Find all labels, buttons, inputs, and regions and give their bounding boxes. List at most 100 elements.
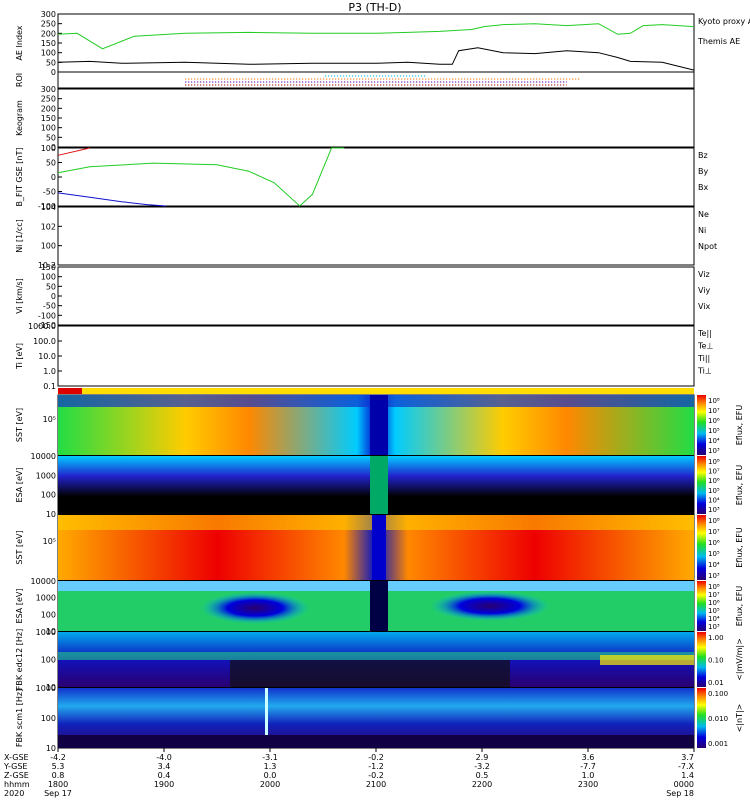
fbk-edc12-spectrogram: [58, 632, 694, 687]
colorbar-tick-label: 10⁵: [708, 487, 720, 495]
colorbar-tick-label: 10⁴: [708, 615, 720, 623]
x-tick-label: 0.4: [158, 771, 171, 780]
legend-label: Viz: [698, 270, 710, 279]
legend-label: Npot: [698, 242, 717, 251]
panel-2: ROI: [15, 71, 695, 89]
mode-bar: [58, 388, 694, 394]
legend-label: Ti⊥: [697, 367, 712, 376]
y-tick-label: 150: [41, 114, 56, 123]
y-axis-label: FBK scm1 [Hz]: [15, 689, 24, 747]
y-tick-label: 10: [46, 627, 56, 636]
y-tick-label: 1000: [36, 471, 56, 480]
y-tick-label: 1000: [36, 628, 56, 637]
colorbar-esa-ion: [697, 581, 706, 631]
colorbar-tick-label: 10⁴: [708, 496, 720, 504]
x-tick-label: 2.9: [476, 753, 489, 762]
y-tick-label: 104: [41, 203, 56, 212]
colorbar-label: Eflux, EFU: [735, 586, 744, 627]
esa-electron-spectrogram: [58, 456, 694, 514]
mode-bar-red: [58, 388, 82, 394]
legend-label: Ne: [698, 210, 709, 219]
panel-frame: [57, 325, 695, 387]
y-tick-label: 0.1: [43, 382, 56, 391]
y-tick-label: -50: [43, 302, 56, 311]
legend-label: Vix: [698, 302, 711, 311]
legend-label: Ti||: [697, 354, 710, 363]
panel-frame: [57, 266, 695, 326]
colorbar-tick-label: 10⁷: [708, 528, 720, 536]
y-tick-label: 100: [41, 124, 56, 133]
y-tick-label: 100: [41, 491, 56, 500]
y-tick-label: 100.0: [33, 337, 56, 346]
x-tick-label: 0.5: [476, 771, 489, 780]
colorbar-tick-label: 10⁵: [708, 427, 720, 435]
y-axis-label: ESA [eV]: [15, 589, 24, 624]
colorbar-tick-label: 10⁶: [708, 599, 720, 607]
y-tick-label: 0: [51, 292, 56, 301]
colorbar-esa-electron: [697, 456, 706, 514]
y-axis-label: ROI: [15, 73, 24, 87]
legend-label: By: [698, 167, 708, 176]
x-tick-label: 1.3: [264, 762, 277, 771]
colorbar-fbk-edc12: [697, 632, 706, 687]
y-tick-label: 100: [41, 610, 56, 619]
colorbar-tick-label: 0.010: [708, 715, 728, 723]
y-tick-label: 300: [41, 85, 56, 94]
legend-label: Themis AE: [697, 37, 740, 46]
y-tick-label: 50: [46, 282, 56, 291]
x-tick-label: 3.6: [582, 753, 595, 762]
y-tick-label: 1000.0: [28, 322, 56, 331]
y-axis-label: Vi [km/s]: [15, 278, 24, 314]
x-tick-label: -0.2: [368, 753, 384, 762]
x-tick-label: 2100: [366, 780, 386, 789]
x-tick-label: -0.2: [368, 771, 384, 780]
colorbar-label: Eflux, EFU: [735, 405, 744, 446]
legend-label: Ni: [698, 226, 706, 235]
y-tick-label: 100: [41, 656, 56, 665]
y-tick-label: -150: [38, 321, 56, 330]
x-tick-label: 2000: [260, 780, 280, 789]
y-tick-label: 10: [46, 510, 56, 519]
x-tick-label: -3.1: [262, 753, 278, 762]
legend-label: Bx: [698, 183, 708, 192]
y-tick-label: 10000: [31, 452, 56, 461]
x-tick-label: 0.0: [264, 771, 277, 780]
x-tick-label: 3.7: [681, 753, 694, 762]
roi-bands: [185, 75, 580, 86]
x-row-label: hhmm: [4, 780, 30, 789]
x-tick-label: 5.3: [52, 762, 65, 771]
x-row-label: X-GSE: [4, 753, 29, 762]
panel-frame: [57, 71, 695, 89]
colorbar-tick-label: 0.01: [708, 679, 724, 687]
panel-frame: [57, 206, 695, 266]
x-tick-label: 1900: [154, 780, 174, 789]
y-tick-label: 50: [46, 133, 56, 142]
colorbar-label: <|nT|>: [735, 704, 744, 733]
x-tick-label: 1.0: [582, 771, 595, 780]
y-tick-label: 200: [41, 104, 56, 113]
series-kyoto-proxy-ae: [57, 23, 695, 50]
series-themis-ae: [57, 47, 695, 71]
x-row-label: Y-GSE: [3, 762, 27, 771]
y-tick-label: 10⁵: [43, 537, 56, 546]
colorbar-label: <|mV/m|>: [735, 638, 744, 681]
legend-label: Te||: [697, 329, 712, 338]
legend-label: Bz: [698, 151, 708, 160]
y-tick-label: -100: [38, 311, 56, 320]
colorbar-tick-label: 10⁵: [708, 607, 720, 615]
y-tick-label: 250: [41, 95, 56, 104]
y-tick-label: 100: [41, 49, 56, 58]
panel-7: Ti [eV] 0.1 1.0 10.0 100.0 1000.0 Te|| Te⊥ Ti|| T…: [15, 322, 713, 391]
y-tick-label: 50: [46, 159, 56, 168]
panel-5: Ni [1/cc] 10-2 100 102 104 Ne Ni Npot: [15, 203, 717, 270]
y-axis-label: Ni [1/cc]: [15, 219, 24, 253]
y-tick-label: 10000: [31, 577, 56, 586]
y-tick-label: 1.0: [43, 367, 56, 376]
x-row-label: Z-GSE: [4, 771, 29, 780]
x-tick-label: -7.7: [580, 762, 596, 771]
y-axis-label: ESA [eV]: [15, 468, 24, 503]
